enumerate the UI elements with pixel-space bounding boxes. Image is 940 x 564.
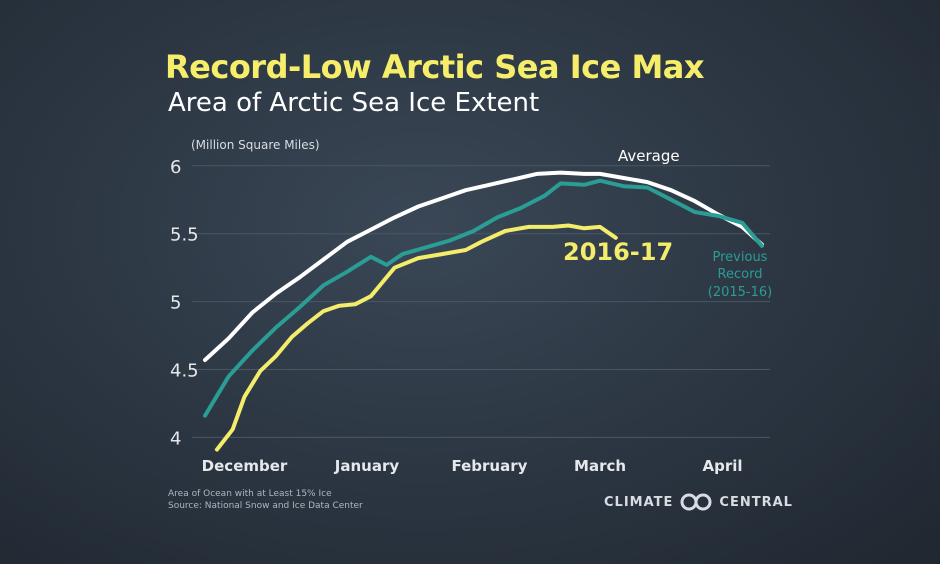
- y-tick-label: 6: [170, 157, 181, 178]
- y-axis-label: (Million Square Miles): [191, 138, 320, 152]
- y-tick-label: 4: [170, 428, 181, 449]
- x-tick-label: March: [574, 457, 626, 475]
- climate-central-logo-icon: [680, 493, 712, 511]
- series-lines: [203, 170, 764, 452]
- x-tick-label: April: [702, 457, 742, 475]
- grid-lines: [192, 165, 770, 438]
- annotations: Average 2016-17 Previous Record (2015-16): [563, 147, 772, 300]
- chart-title: Record-Low Arctic Sea Ice Max: [165, 48, 705, 86]
- footnote-area-note: Area of Ocean with at Least 15% Ice: [168, 489, 332, 499]
- annotation-previous: Previous: [713, 250, 768, 265]
- annotation-previous: (2015-16): [708, 285, 772, 300]
- y-tick-label: 4.5: [170, 361, 199, 382]
- x-tick-label: January: [334, 457, 400, 475]
- logo-text-left: CLIMATE: [604, 494, 674, 510]
- logo-text-right: CENTRAL: [719, 494, 793, 510]
- y-tick-label: 5.5: [170, 225, 199, 246]
- x-tick-label: February: [451, 457, 527, 475]
- x-tick-label: December: [202, 457, 288, 475]
- climate-central-logo: CLIMATE CENTRAL: [604, 492, 793, 512]
- chart-subtitle: Area of Arctic Sea Ice Extent: [168, 88, 540, 118]
- footnote-source: Source: National Snow and Ice Data Cente…: [168, 501, 363, 511]
- series-line-average: [203, 170, 764, 362]
- series-line-previous: [203, 178, 764, 418]
- y-tick-label: 5: [170, 293, 181, 314]
- annotation-average: Average: [618, 147, 680, 165]
- axis-ticks: 4 4.5 5 5.5 6 December January February March Apr…: [170, 157, 743, 475]
- annotation-previous: Record: [718, 267, 763, 282]
- annotation-current: 2016-17: [563, 238, 673, 266]
- series-line-current: [214, 223, 618, 452]
